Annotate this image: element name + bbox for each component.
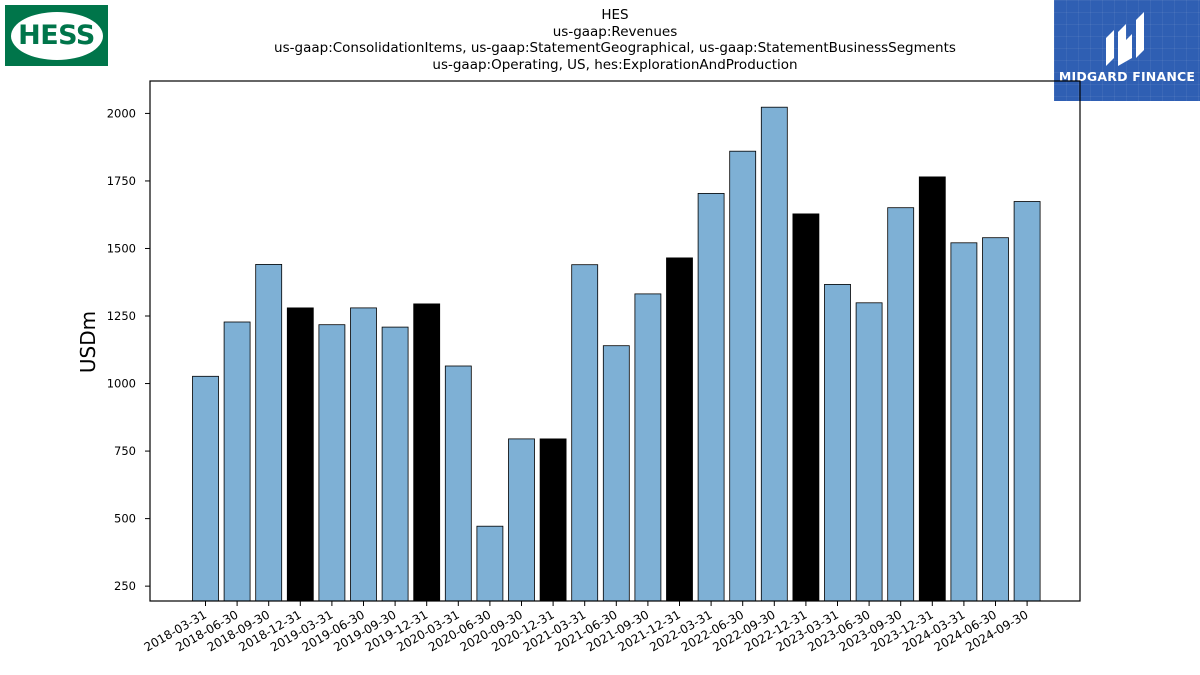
bar-2019-09-30 <box>381 326 409 602</box>
bar-2024-06-30 <box>982 237 1009 602</box>
midgard-logo-mark <box>1106 12 1144 66</box>
chart-title-line-2: us-gaap:Revenues <box>552 24 678 40</box>
bar-2023-03-31 <box>824 283 851 602</box>
bar-2020-09-30 <box>508 438 535 602</box>
midgard-finance-logo: MIDGARD FINANCE <box>1054 0 1200 101</box>
bar-2019-06-30 <box>350 307 377 602</box>
hess-logo-oval: HESS <box>10 11 103 60</box>
y-tick-label-1250: 1250 <box>107 309 136 323</box>
y-axis-label: USDm <box>76 311 100 373</box>
bar-2023-12-31 <box>918 176 946 602</box>
bars-group <box>192 106 1041 602</box>
chart-title-line-1: HES <box>601 7 629 23</box>
bar-2020-06-30 <box>476 525 504 602</box>
bar-2021-12-31 <box>666 257 693 602</box>
bar-2023-09-30 <box>887 207 915 602</box>
bar-2018-09-30 <box>255 263 283 602</box>
chart-title-line-3: us-gaap:ConsolidationItems, us-gaap:Stat… <box>274 40 956 56</box>
bar-2018-03-31 <box>192 375 219 602</box>
y-tick-label-1750: 1750 <box>107 174 136 188</box>
y-axis: 250 500 750 1000 1250 1500 1750 2000 <box>107 106 150 593</box>
midgard-logo-text: MIDGARD FINANCE <box>1058 69 1196 84</box>
y-tick-label-1500: 1500 <box>107 241 136 255</box>
y-tick-label-1000: 1000 <box>107 377 136 391</box>
bar-2022-12-31 <box>792 213 820 602</box>
y-tick-label-750: 750 <box>114 444 136 458</box>
bar-2021-09-30 <box>634 293 662 602</box>
bar-2018-12-31 <box>286 307 314 602</box>
bar-2022-06-30 <box>729 150 757 602</box>
chart-title-line-4: us-gaap:Operating, US, hes:ExplorationAn… <box>432 57 798 73</box>
y-tick-label-250: 250 <box>114 579 136 593</box>
hess-logo-text: HESS <box>18 20 95 51</box>
plot-frame <box>149 80 1081 602</box>
bar-2022-03-31 <box>697 192 725 602</box>
bar-2024-09-30 <box>1013 201 1041 602</box>
y-tick-label-2000: 2000 <box>107 106 136 120</box>
bar-2020-12-31 <box>539 438 567 602</box>
hess-logo: HESS <box>5 5 108 66</box>
bar-2024-03-31 <box>950 242 978 602</box>
x-axis: 2018-03-312018-06-302018-09-302018-12-31… <box>142 601 1031 654</box>
bar-2021-06-30 <box>602 345 630 602</box>
bar-2020-03-31 <box>444 365 472 602</box>
bar-2019-12-31 <box>413 303 441 602</box>
bar-2021-03-31 <box>571 264 599 602</box>
bar-2022-09-30 <box>760 106 788 602</box>
bar-2018-06-30 <box>223 321 251 602</box>
bar-2023-06-30 <box>855 302 883 602</box>
y-tick-label-500: 500 <box>114 512 136 526</box>
bar-2019-03-31 <box>318 324 346 602</box>
